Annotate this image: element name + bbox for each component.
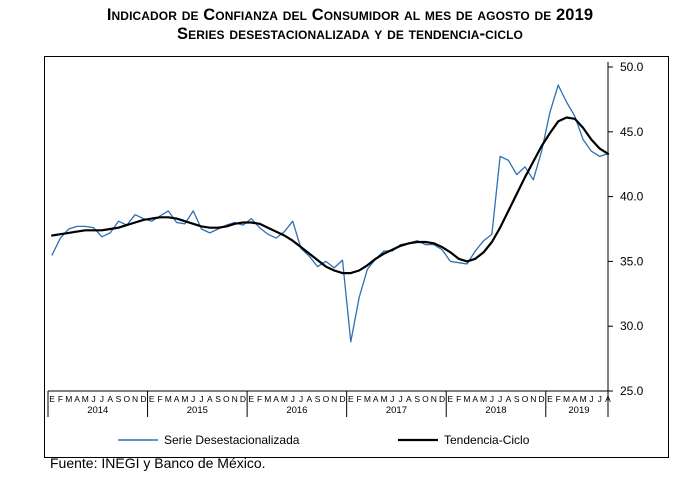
- x-month-label: M: [65, 394, 72, 404]
- x-month-label: M: [364, 394, 371, 404]
- y-tick-label: 45.0: [620, 125, 644, 139]
- x-month-label: M: [165, 394, 172, 404]
- x-month-label: S: [514, 394, 520, 404]
- x-month-label: O: [223, 394, 230, 404]
- x-month-label: S: [215, 394, 221, 404]
- x-month-label: F: [257, 394, 262, 404]
- y-tick-label: 25.0: [620, 384, 644, 398]
- x-month-label: J: [291, 394, 295, 404]
- x-month-label: A: [74, 394, 80, 404]
- x-month-label: E: [49, 394, 55, 404]
- x-month-label: A: [572, 394, 578, 404]
- x-month-label: M: [281, 394, 288, 404]
- x-year-label: 2018: [485, 405, 506, 416]
- x-month-label: A: [174, 394, 180, 404]
- legend-label-desestacionalizada: Serie Desestacionalizada: [164, 433, 300, 447]
- source-note: Fuente: INEGI y Banco de México.: [50, 455, 266, 471]
- x-month-label: E: [348, 394, 354, 404]
- x-month-label: F: [357, 394, 362, 404]
- x-year-label: 2016: [286, 405, 307, 416]
- x-month-label: M: [480, 394, 487, 404]
- x-month-label: S: [116, 394, 122, 404]
- x-month-label: E: [149, 394, 155, 404]
- x-month-label: M: [181, 394, 188, 404]
- x-month-label: J: [100, 394, 104, 404]
- x-month-label: F: [157, 394, 162, 404]
- series-line-desestacionalizada: [51, 84, 609, 343]
- x-month-label: A: [273, 394, 279, 404]
- x-month-label: N: [530, 394, 536, 404]
- x-month-label: A: [506, 394, 512, 404]
- x-month-label: M: [82, 394, 89, 404]
- x-month-label: O: [124, 394, 131, 404]
- x-month-label: O: [422, 394, 429, 404]
- x-month-label: D: [140, 394, 146, 404]
- x-month-label: M: [463, 394, 470, 404]
- x-month-label: J: [598, 394, 602, 404]
- x-month-label: O: [323, 394, 330, 404]
- x-month-label: D: [339, 394, 345, 404]
- x-month-label: J: [191, 394, 195, 404]
- x-month-label: A: [472, 394, 478, 404]
- x-year-label: 2015: [187, 405, 208, 416]
- x-month-label: E: [248, 394, 254, 404]
- x-month-label: N: [232, 394, 238, 404]
- x-month-label: S: [414, 394, 420, 404]
- x-month-label: M: [380, 394, 387, 404]
- x-month-label: N: [431, 394, 437, 404]
- y-tick-label: 30.0: [620, 319, 644, 333]
- legend-label-tendencia: Tendencia-Ciclo: [444, 433, 530, 447]
- x-month-label: E: [547, 394, 553, 404]
- chart-frame: [44, 56, 669, 458]
- x-month-label: A: [373, 394, 379, 404]
- x-month-label: F: [456, 394, 461, 404]
- x-month-label: S: [315, 394, 321, 404]
- x-month-label: J: [398, 394, 402, 404]
- x-month-label: A: [306, 394, 312, 404]
- x-month-label: D: [240, 394, 246, 404]
- x-month-label: N: [331, 394, 337, 404]
- x-month-label: A: [406, 394, 412, 404]
- x-month-label: J: [199, 394, 203, 404]
- x-month-label: M: [264, 394, 271, 404]
- x-month-label: M: [580, 394, 587, 404]
- y-tick-label: 50.0: [620, 60, 644, 74]
- x-year-label: 2017: [386, 405, 407, 416]
- y-tick-label: 40.0: [620, 190, 644, 204]
- x-month-label: J: [490, 394, 494, 404]
- x-month-label: J: [498, 394, 502, 404]
- x-month-label: J: [390, 394, 394, 404]
- chart-title-block: Indicador de Confianza del Consumidor al…: [0, 6, 700, 44]
- series-line-tendencia: [50, 116, 610, 275]
- x-month-label: O: [522, 394, 529, 404]
- x-year-label: 2019: [568, 405, 589, 416]
- x-month-label: D: [439, 394, 445, 404]
- x-month-label: A: [107, 394, 113, 404]
- y-tick-label: 35.0: [620, 254, 644, 268]
- x-year-label: 2014: [87, 405, 108, 416]
- x-month-label: J: [299, 394, 303, 404]
- x-month-label: E: [448, 394, 454, 404]
- x-month-label: F: [58, 394, 63, 404]
- x-month-label: F: [556, 394, 561, 404]
- x-month-label: D: [539, 394, 545, 404]
- x-month-label: A: [207, 394, 213, 404]
- chart-subtitle: Series desestacionalizada y de tendencia…: [177, 25, 523, 43]
- x-month-label: M: [563, 394, 570, 404]
- chart-title: Indicador de Confianza del Consumidor al…: [106, 6, 594, 24]
- x-month-label: J: [589, 394, 593, 404]
- x-month-label: J: [92, 394, 96, 404]
- x-month-label: N: [132, 394, 138, 404]
